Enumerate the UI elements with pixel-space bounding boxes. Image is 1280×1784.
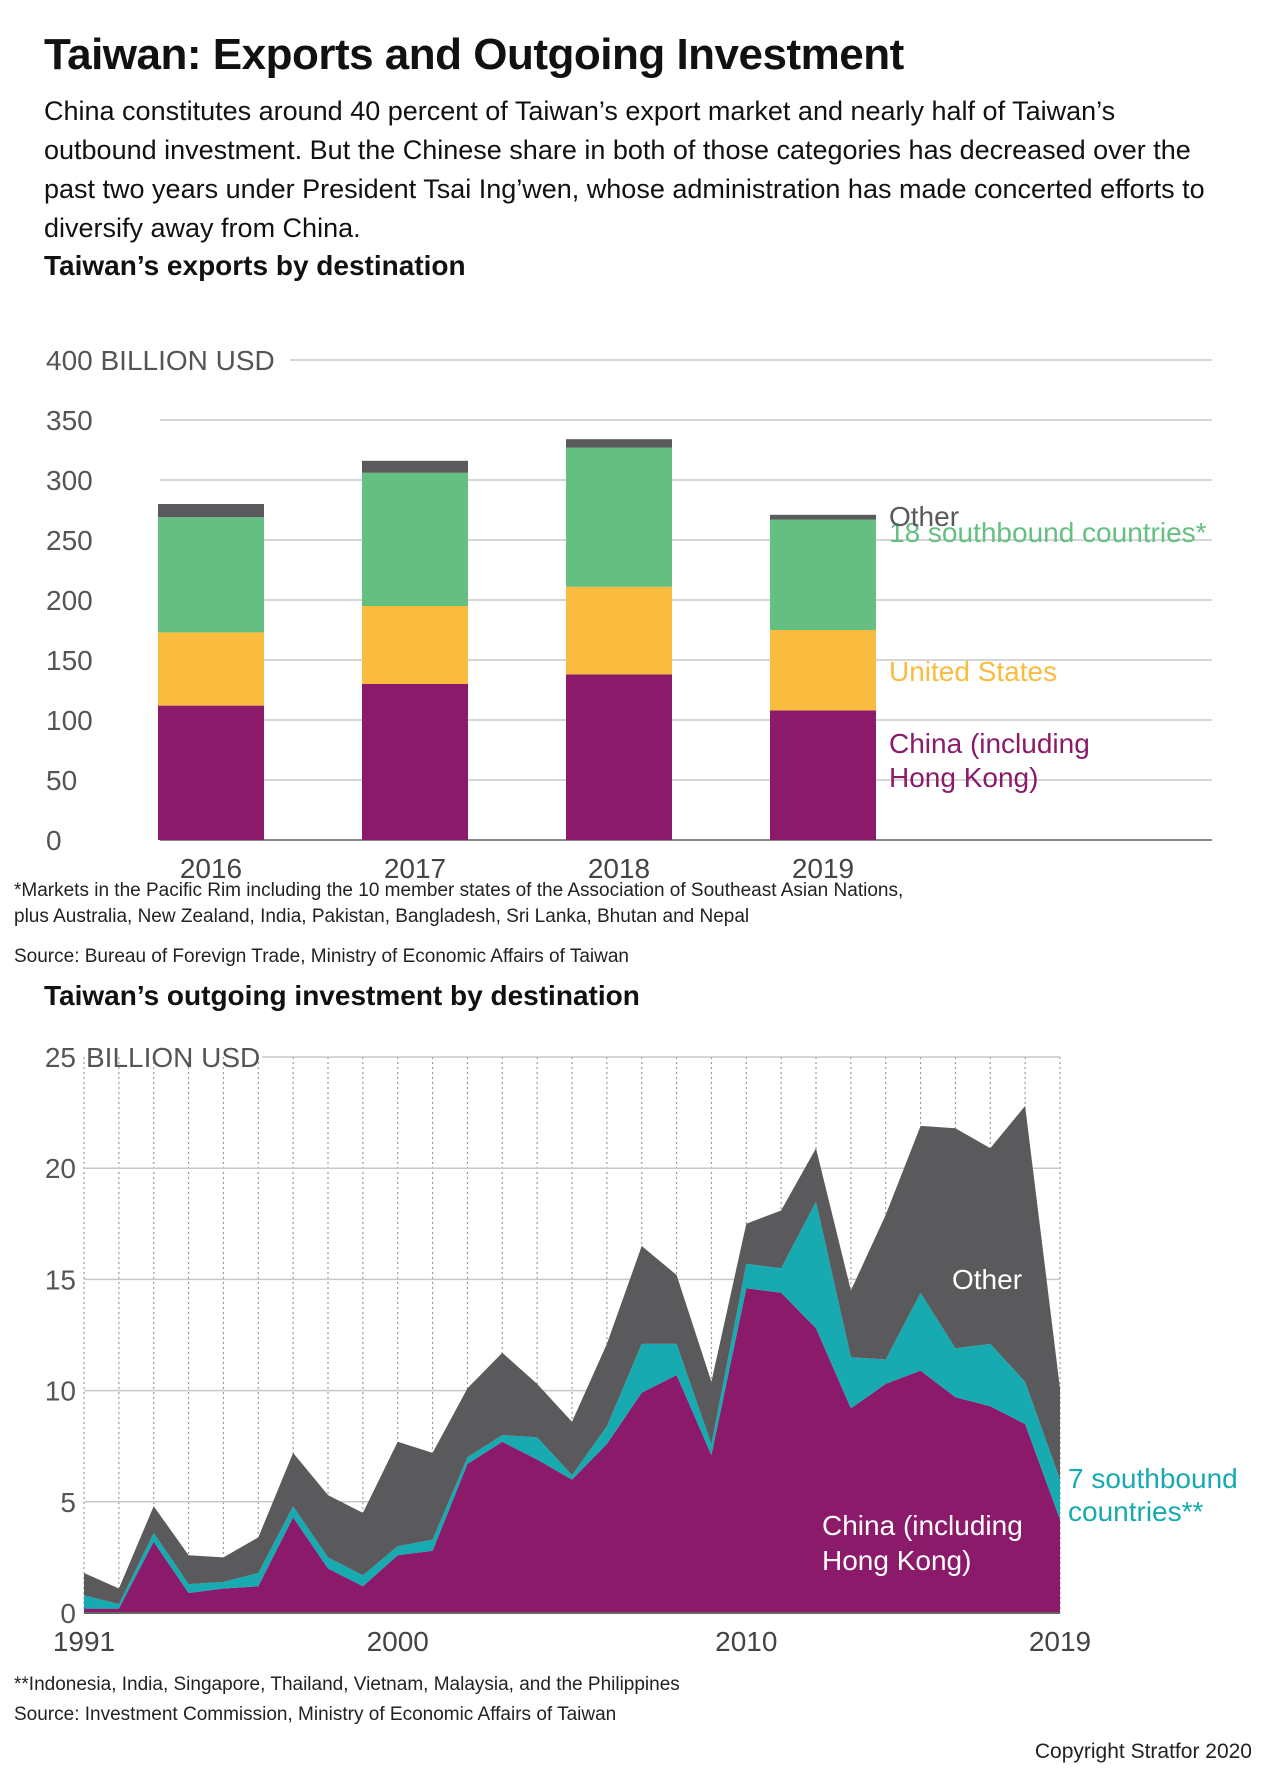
y-tick-label: 50 [46, 765, 77, 796]
bar-united-states-2018 [566, 586, 672, 675]
bar-18-southbound-countries-2019 [770, 519, 876, 630]
bar-18-southbound-countries-2018 [566, 447, 672, 587]
x-tick-label: 2000 [367, 1626, 429, 1657]
x-tick-label: 2010 [715, 1626, 777, 1657]
bar-other-2018 [566, 439, 672, 448]
copyright: Copyright Stratfor 2020 [1034, 1740, 1252, 1763]
bar-other-2017 [362, 460, 468, 473]
legend-label-other: Other [889, 501, 959, 532]
investment-chart-title: Taiwan’s outgoing investment by destinat… [44, 980, 640, 1011]
bar-18-southbound-countries-2017 [362, 472, 468, 606]
y-tick-label: 250 [46, 525, 93, 556]
bar-18-southbound-countries-2016 [158, 517, 264, 633]
x-tick-label: 2017 [384, 853, 446, 884]
page-subtitle: China constitutes around 40 percent of T… [44, 96, 1205, 243]
y-tick-label: 200 [46, 585, 93, 616]
y-tick-label: 0 [46, 825, 62, 856]
y-tick-label: 25 [45, 1042, 76, 1073]
bar-united-states-2017 [362, 606, 468, 684]
exports-bar-chart: 0 50 100 150 200 250 300 350 400 BILLION USD 2016… [46, 345, 1212, 884]
legend-label-china-including-hong-kong: China (including Hong Kong) [889, 728, 1090, 793]
x-tick-label: 2016 [180, 853, 242, 884]
y-tick-label: 350 [46, 405, 93, 436]
exports-footnote-line-1: *Markets in the Pacific Rim including th… [14, 880, 904, 901]
area-other [84, 1105, 1060, 1605]
legend-label-18-southbound-countries: 18 southbound countries* [889, 517, 1207, 548]
investment-source: Source: Investment Commission, Ministry … [14, 1704, 617, 1725]
bar-china-including-hong-kong-2017 [362, 684, 468, 840]
y-tick-label: 400 BILLION USD [46, 345, 275, 376]
exports-footnote-line-2: plus Australia, New Zealand, India, Paki… [14, 906, 750, 927]
y-tick-label: 5 [60, 1487, 76, 1518]
area-label-southbound: 7 southbound countries** [1068, 1463, 1238, 1527]
y-unit-label: BILLION USD [86, 1042, 260, 1073]
bar-china-including-hong-kong-2019 [770, 710, 876, 840]
area-china-including-hong-kong [84, 1288, 1060, 1613]
y-tick-label: 20 [45, 1153, 76, 1184]
y-tick-label: 300 [46, 465, 93, 496]
bar-china-including-hong-kong-2018 [566, 674, 672, 840]
bar-china-including-hong-kong-2016 [158, 705, 264, 840]
bar-united-states-2019 [770, 630, 876, 711]
page-title: Taiwan: Exports and Outgoing Investment [44, 30, 904, 79]
bar-other-2016 [158, 504, 264, 518]
exports-chart-title: Taiwan’s exports by destination [44, 250, 466, 281]
legend-label-united-states: United States [889, 656, 1057, 687]
x-tick-label: 2019 [792, 853, 854, 884]
y-tick-label: 150 [46, 645, 93, 676]
exports-source: Source: Bureau of Forevign Trade, Minist… [14, 946, 629, 967]
area-label-other: Other [952, 1264, 1022, 1295]
y-tick-label: 0 [60, 1598, 76, 1629]
x-tick-label: 1991 [53, 1626, 115, 1657]
investment-footnote: **Indonesia, India, Singapore, Thailand,… [14, 1674, 680, 1695]
bar-united-states-2016 [158, 632, 264, 706]
y-tick-label: 100 [46, 705, 93, 736]
x-tick-label: 2018 [588, 853, 650, 884]
x-tick-label: 2019 [1029, 1626, 1091, 1657]
y-tick-label: 15 [45, 1264, 76, 1295]
bar-other-2019 [770, 514, 876, 520]
area-7-southbound-countries [84, 1201, 1060, 1609]
investment-area-chart: 0 5 10 15 20 25 BILLION USD 1991 2000 2010 2019 Chi… [45, 1042, 1238, 1657]
area-label-china: China (including Hong Kong) [822, 1510, 1023, 1576]
y-tick-label: 10 [45, 1376, 76, 1407]
